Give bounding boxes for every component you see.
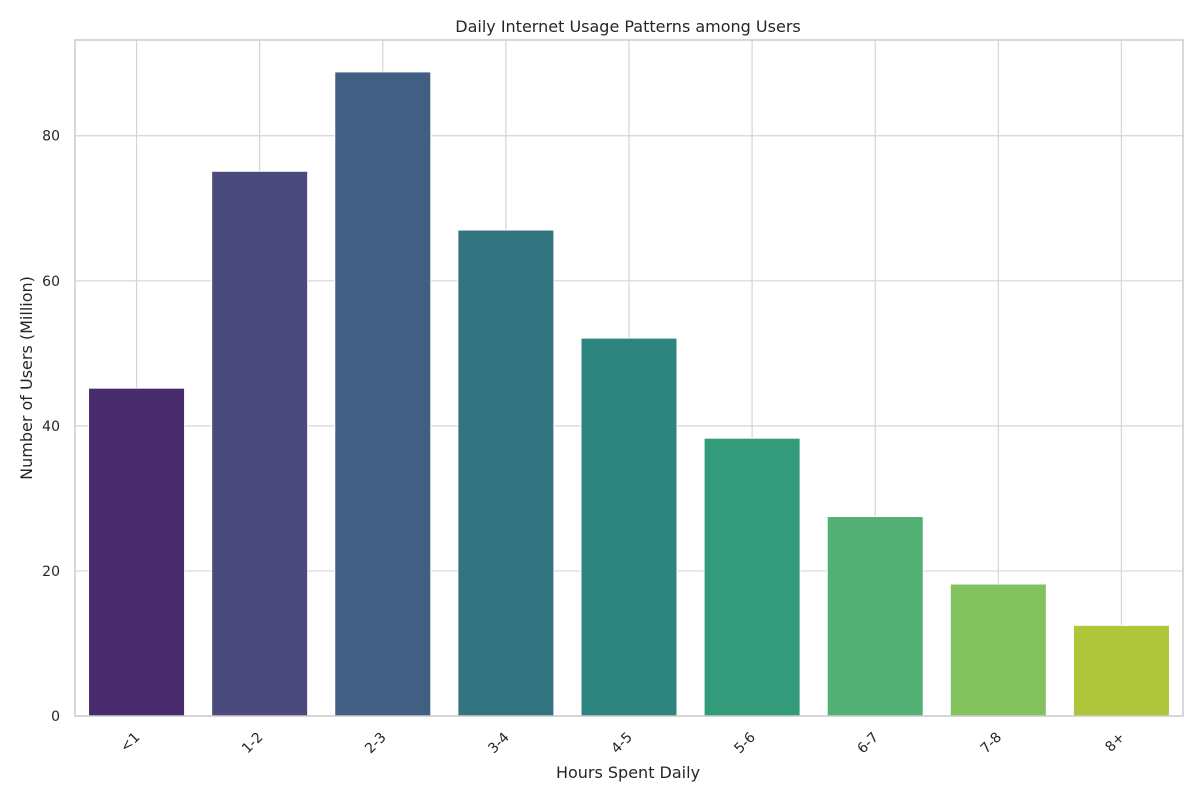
bar-3 [457, 229, 555, 717]
plot-frame [74, 39, 1184, 717]
bar-6 [826, 516, 924, 717]
x-tick-label: 1-2 [239, 730, 266, 757]
y-tick-label: 40 [42, 419, 60, 435]
bar-1 [211, 170, 309, 717]
x-tick-label: <1 [117, 730, 143, 756]
bar-7 [949, 583, 1047, 717]
x-tick-label: 2-3 [362, 730, 389, 757]
x-axis-ticks: <1 1-2 2-3 3-4 4-5 5-6 6-7 7-8 8+ [117, 729, 1128, 757]
x-tick-label: 7-8 [978, 730, 1005, 757]
y-tick-label: 80 [42, 129, 60, 145]
y-tick-label: 20 [42, 564, 60, 580]
x-tick-label: 8+ [1102, 730, 1128, 756]
bar-8 [1072, 624, 1170, 717]
y-tick-label: 60 [42, 274, 60, 290]
bars [88, 71, 1170, 717]
bar-0 [88, 387, 186, 717]
y-axis-label: Number of Users (Million) [17, 276, 36, 480]
x-tick-label: 5-6 [731, 729, 759, 757]
chart-title: Daily Internet Usage Patterns among User… [455, 17, 800, 36]
bar-4 [580, 337, 678, 717]
y-tick-label: 0 [51, 709, 60, 725]
bar-2 [334, 71, 432, 717]
bar-5 [703, 437, 801, 717]
x-axis-label: Hours Spent Daily [556, 763, 700, 782]
x-tick-label: 6-7 [855, 730, 882, 757]
y-axis-ticks: 0 20 40 60 80 [42, 129, 60, 725]
x-tick-label: 3-4 [485, 729, 513, 757]
x-tick-label: 4-5 [608, 730, 635, 757]
